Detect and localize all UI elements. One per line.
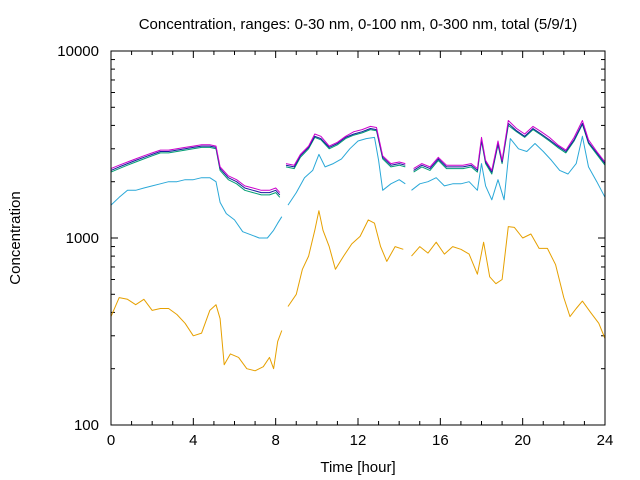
y-tick-label: 100 xyxy=(74,417,99,434)
axis-ticks: 0 4 8 12 16 20 24 100 1000 10000 xyxy=(57,43,613,449)
y-tick-label: 10000 xyxy=(57,43,99,60)
x-tick-label: 24 xyxy=(597,432,614,449)
y-tick-label: 1000 xyxy=(66,230,99,247)
x-axis-label: Time [hour] xyxy=(320,459,395,476)
y-axis-label: Concentration xyxy=(7,191,24,284)
series-line-1 xyxy=(110,210,606,372)
x-tick-label: 8 xyxy=(271,432,279,449)
x-tick-label: 12 xyxy=(350,432,367,449)
x-tick-label: 0 xyxy=(107,432,115,449)
plot-frame xyxy=(110,50,606,426)
x-tick-label: 20 xyxy=(514,432,531,449)
series-lines xyxy=(110,120,606,372)
x-tick-label: 16 xyxy=(432,432,449,449)
x-tick-label: 4 xyxy=(189,432,197,449)
series-line-3 xyxy=(110,123,606,198)
series-line-5 xyxy=(110,120,606,193)
series-line-4 xyxy=(110,122,606,196)
chart-title: Concentration, ranges: 0-30 nm, 0-100 nm… xyxy=(139,16,578,33)
series-line-2 xyxy=(110,135,606,239)
